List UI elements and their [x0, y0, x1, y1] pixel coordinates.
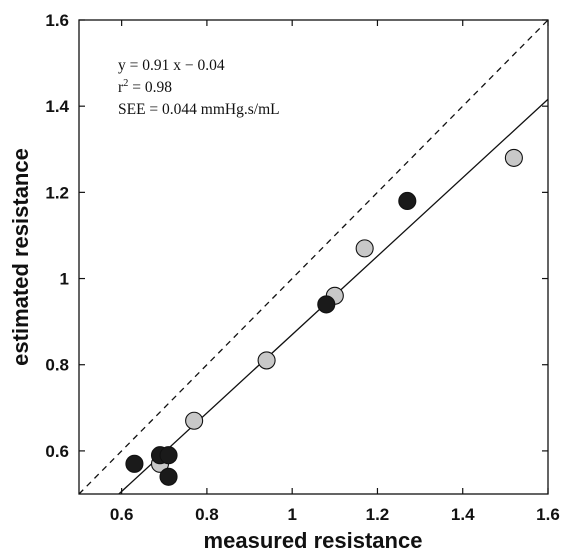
gray-data-point — [355, 239, 374, 258]
r-squared-text: r2 = 0.98 — [118, 78, 172, 96]
axis-ticks: 0.6 0.8 1 1.2 1.4 1.6 0.6 0.8 1 1.2 1.4 1.6 — [45, 11, 559, 524]
data-points — [125, 148, 523, 486]
black-data-point — [159, 467, 178, 486]
r-squared-value: = 0.98 — [128, 79, 172, 96]
black-data-point — [398, 191, 417, 211]
x-tick-label: 1.4 — [451, 505, 475, 524]
black-data-point — [125, 454, 144, 473]
x-tick-label: 0.8 — [195, 505, 219, 524]
y-axis-title: estimated resistance — [8, 148, 33, 366]
y-tick-label: 1.2 — [45, 183, 69, 202]
black-data-point — [159, 446, 178, 465]
y-tick-label: 0.8 — [45, 356, 69, 375]
y-tick-label: 1.6 — [45, 11, 69, 30]
x-tick-label: 1.6 — [536, 505, 560, 524]
gray-data-point — [185, 411, 204, 430]
gray-data-point — [257, 351, 276, 370]
x-tick-label: 0.6 — [110, 505, 134, 524]
regression-equation: y = 0.91 x − 0.04 — [118, 57, 225, 74]
r-squared-superscript: 2 — [123, 78, 128, 89]
r-squared-prefix: r — [118, 79, 124, 96]
black-data-point — [317, 295, 336, 314]
regression-annotation: y = 0.91 x − 0.04 r2 = 0.98 SEE = 0.044 … — [118, 57, 280, 118]
x-tick-label: 1 — [287, 505, 296, 524]
x-axis-title: measured resistance — [204, 528, 423, 553]
gray-data-point — [504, 148, 523, 167]
plot-area-frame — [78, 19, 549, 495]
identity-line — [78, 19, 549, 495]
x-tick-label: 1.2 — [366, 505, 390, 524]
y-tick-label: 0.6 — [45, 442, 69, 461]
y-tick-label: 1 — [60, 270, 69, 289]
y-tick-label: 1.4 — [45, 97, 69, 116]
see-text: SEE = 0.044 mmHg.s/mL — [118, 101, 280, 118]
